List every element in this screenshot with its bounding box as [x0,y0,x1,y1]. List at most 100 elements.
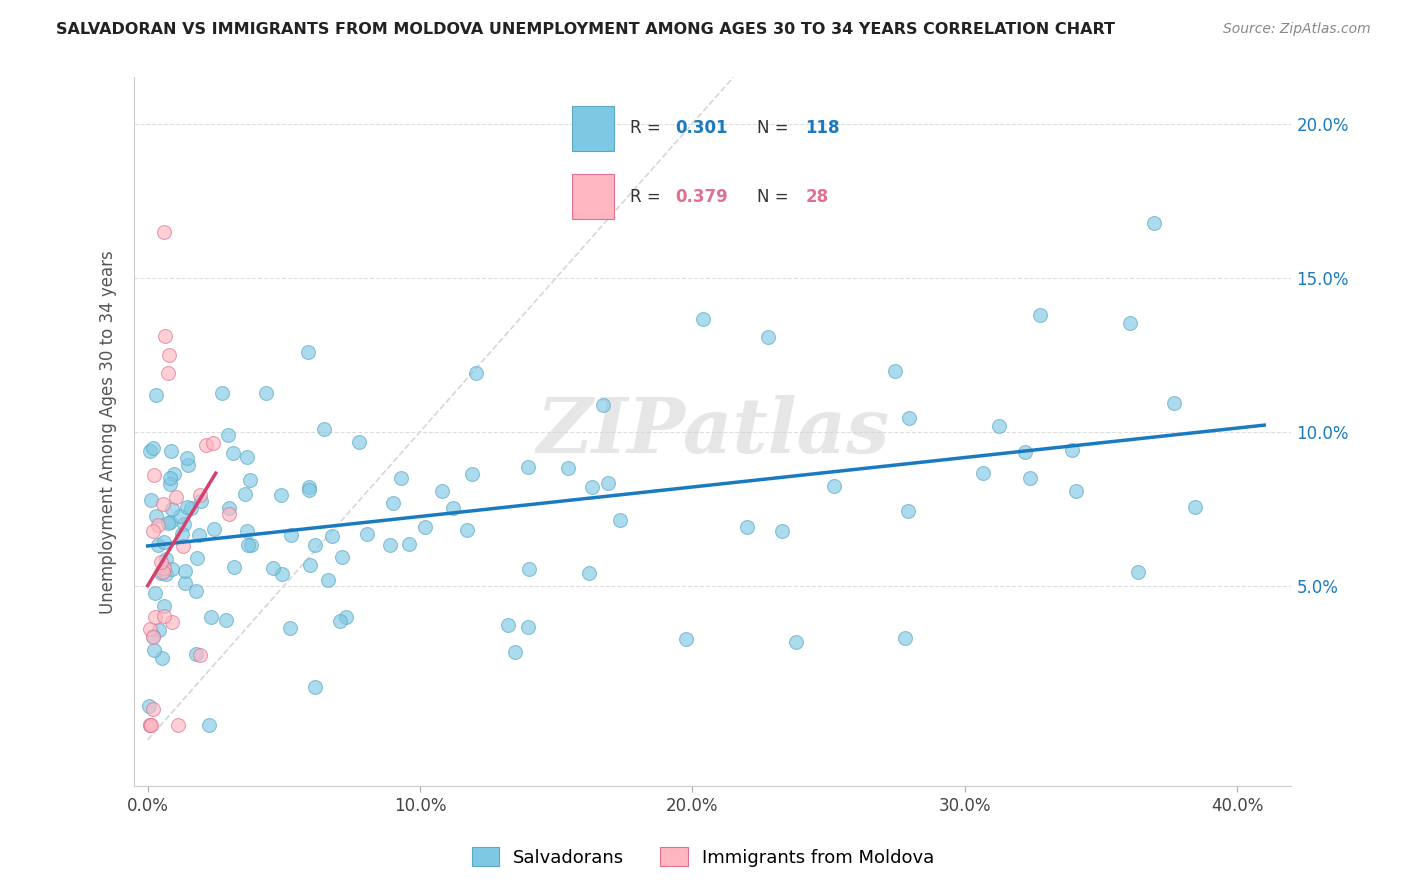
Point [349,434,371,449]
Point [143,467,166,482]
Point [609,513,631,527]
Point [503,644,526,658]
Point [211,385,233,400]
Point [139,717,162,731]
Point [675,632,697,646]
Point [138,699,160,714]
Point [159,476,181,491]
Point [152,565,174,579]
Point [1128,565,1150,579]
Point [464,366,486,380]
Point [143,585,166,599]
Point [415,520,437,534]
Point [238,474,260,488]
Point [174,576,197,591]
Point [159,471,181,485]
Point [198,717,221,731]
Point [222,446,245,460]
Point [155,567,177,582]
Point [156,516,179,531]
Point [160,501,183,516]
Point [756,330,779,344]
Point [894,632,917,646]
Point [785,635,807,649]
Point [153,328,176,343]
Point [187,528,209,542]
Point [270,567,292,582]
Point [152,609,174,624]
Point [218,507,240,521]
Point [194,437,217,451]
Point [200,610,222,624]
Point [314,422,336,436]
Point [160,443,183,458]
Point [142,441,165,455]
Point [148,623,170,637]
Point [149,556,172,570]
Point [517,620,540,634]
Point [335,609,357,624]
Point [218,500,240,515]
Point [143,610,166,624]
Point [823,479,845,493]
Point [557,461,579,475]
Point [1018,471,1040,485]
Point [389,471,412,485]
Point [167,717,190,731]
Point [1028,308,1050,322]
Point [201,435,224,450]
Point [150,566,173,581]
Legend: Salvadorans, Immigrants from Moldova: Salvadorans, Immigrants from Moldova [464,840,942,874]
Point [330,549,353,564]
Point [321,529,343,543]
Point [184,584,207,599]
Point [517,459,540,474]
Point [236,450,259,464]
Point [155,552,177,566]
Point [235,487,257,501]
Point [356,527,378,541]
Point [592,398,614,412]
Point [141,493,163,508]
Point [215,613,238,627]
Point [139,717,162,731]
Point [160,561,183,575]
Point [1014,444,1036,458]
Point [163,467,186,482]
Point [162,615,184,629]
Point [280,527,302,541]
Point [142,630,165,644]
Point [184,647,207,661]
Point [316,574,339,588]
Point [298,480,321,494]
Point [329,614,352,628]
Point [145,388,167,402]
Point [153,561,176,575]
Point [770,524,793,539]
Point [146,538,169,552]
Point [173,517,195,532]
Point [152,497,174,511]
Point [142,524,165,538]
Point [169,508,191,523]
Point [692,311,714,326]
Y-axis label: Unemployment Among Ages 30 to 34 years: Unemployment Among Ages 30 to 34 years [100,250,117,614]
Point [299,558,322,573]
Point [217,428,239,442]
Point [581,480,603,494]
Point [297,345,319,359]
Point [153,225,176,239]
Point [172,539,194,553]
Point [145,508,167,523]
Point [883,364,905,378]
Point [159,515,181,529]
Point [1143,216,1166,230]
Point [441,501,464,516]
Point [578,566,600,580]
Point [598,475,620,490]
Point [897,504,920,518]
Point [278,621,301,635]
Point [304,538,326,552]
Point [146,517,169,532]
Point [186,551,208,566]
